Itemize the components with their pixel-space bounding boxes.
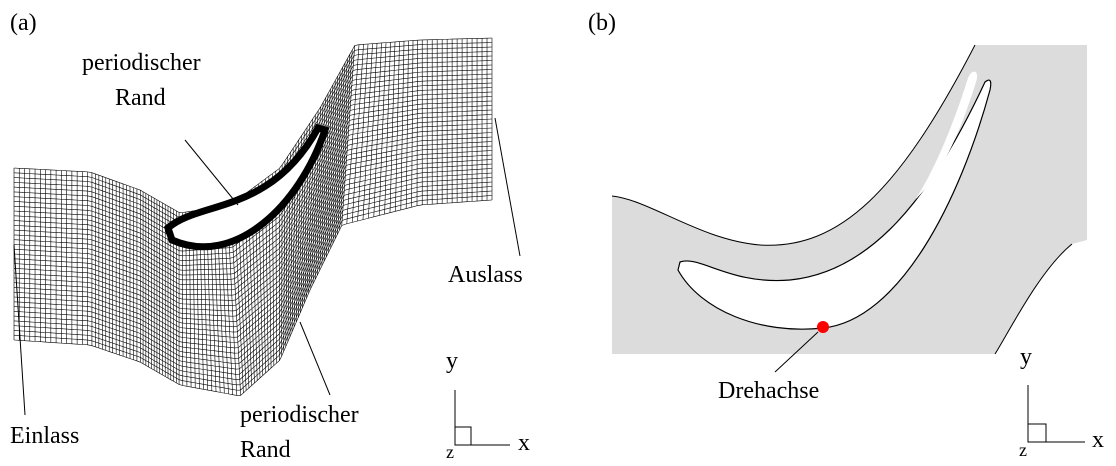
annotation: periodischer (82, 50, 201, 76)
annotation: Rand (115, 85, 166, 111)
axis-label: x (1092, 427, 1104, 453)
axes-icon: y x z (1019, 344, 1104, 460)
annotation: Drehachse (718, 378, 819, 404)
annotation: periodischer (240, 402, 359, 428)
panel-label: (a) (10, 10, 37, 36)
annotation: Rand (240, 437, 291, 463)
pivot-point (817, 321, 829, 333)
axis-label: z (1019, 440, 1027, 460)
axis-label: y (446, 348, 458, 374)
leader (300, 322, 330, 395)
annotation: Auslass (448, 262, 523, 288)
panel-label: (b) (588, 10, 616, 36)
axis-label: y (1020, 344, 1032, 370)
leader (185, 140, 238, 205)
axis-label: z (446, 442, 454, 462)
axes-icon: y x z (446, 348, 530, 462)
leader (495, 118, 520, 256)
annotation: Einlass (10, 423, 79, 449)
axis-label: x (518, 430, 530, 456)
figure: (a) periodischer Rand Auslass Einlass pe… (0, 0, 1116, 466)
